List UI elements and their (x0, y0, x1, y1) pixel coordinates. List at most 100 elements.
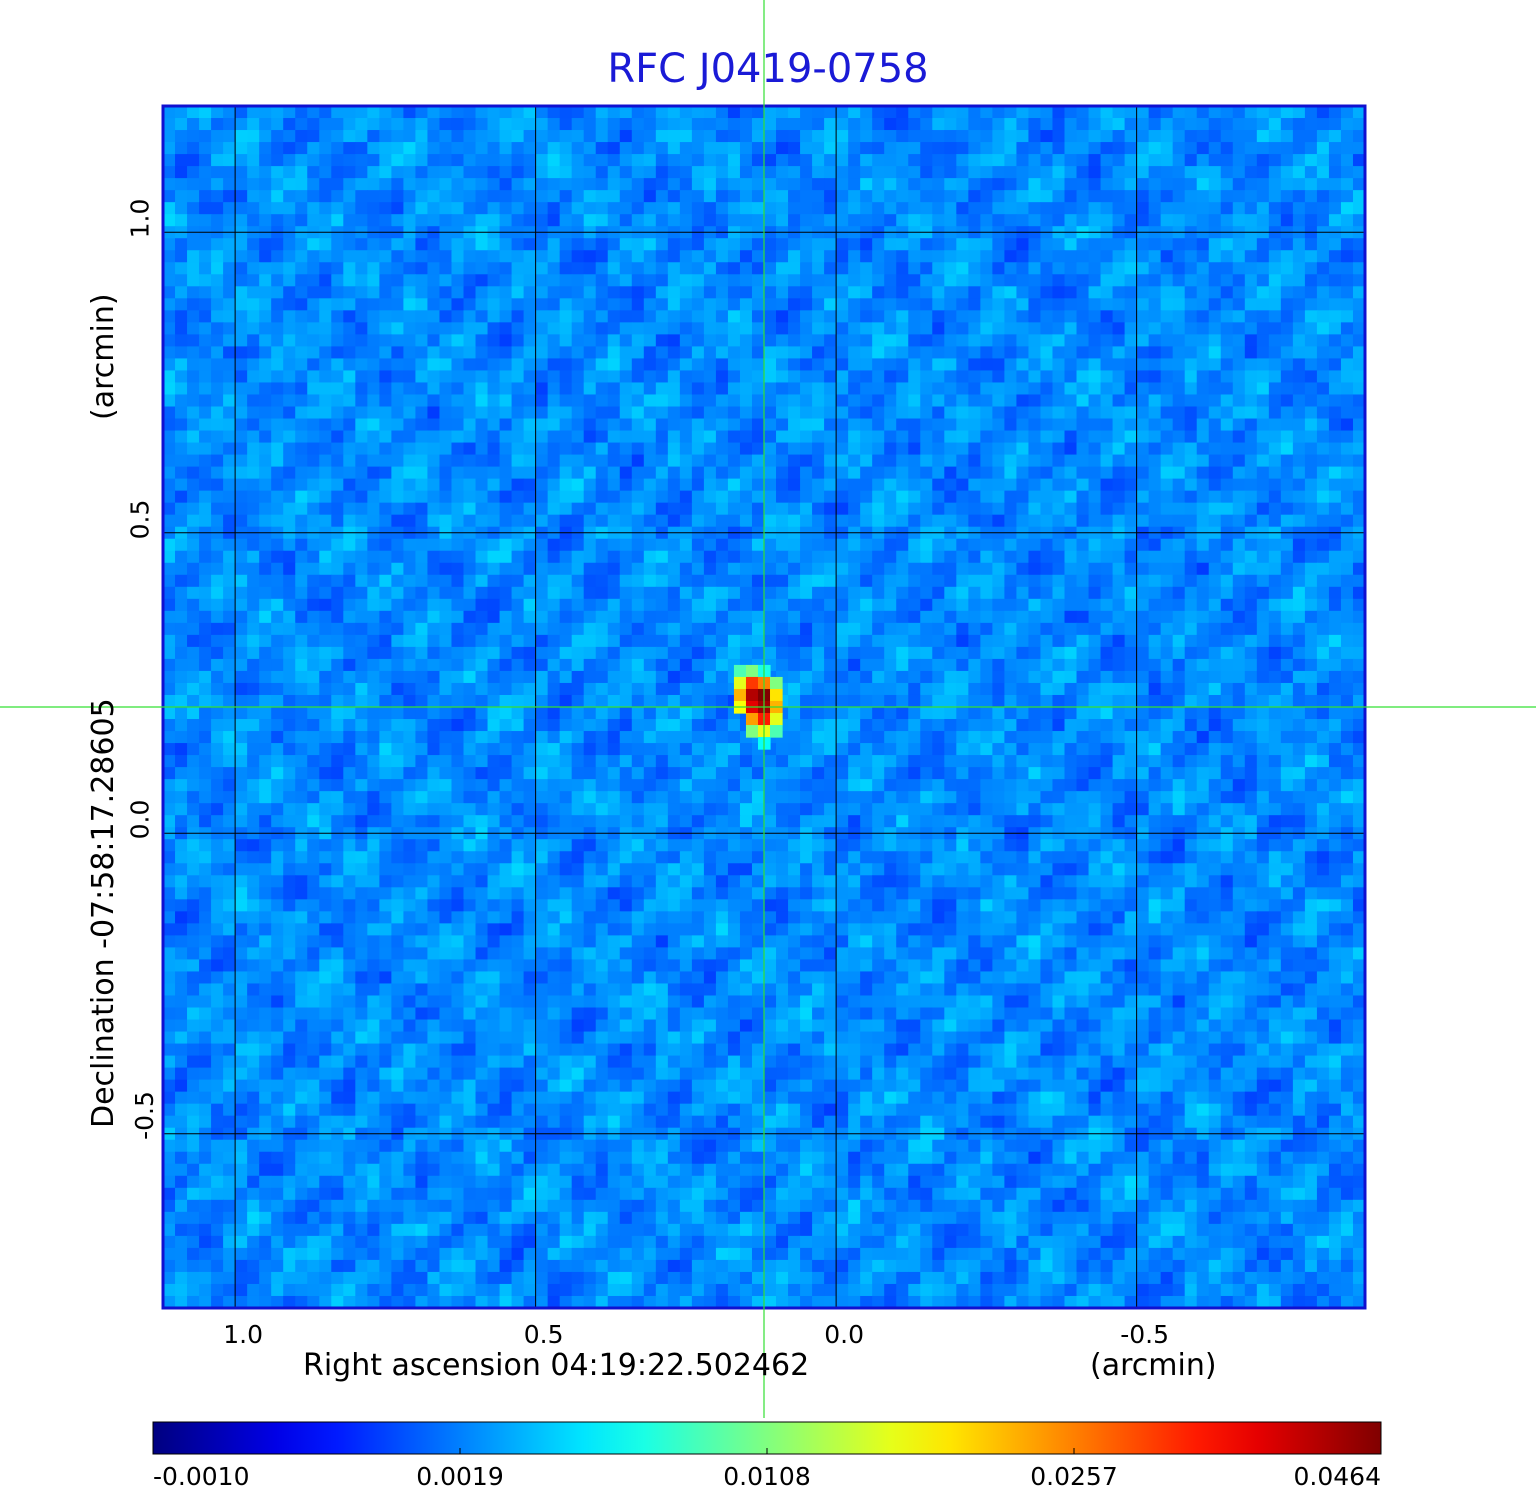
map-pixel (403, 634, 417, 648)
map-pixel (307, 562, 320, 576)
map-pixel (451, 694, 465, 708)
map-pixel (259, 154, 272, 167)
map-pixel (403, 694, 417, 708)
map-pixel (559, 466, 573, 480)
map-pixel (655, 490, 669, 504)
map-pixel (788, 658, 801, 672)
map-pixel (1316, 550, 1330, 564)
map-pixel (619, 562, 633, 576)
map-pixel (379, 466, 392, 480)
map-pixel (956, 370, 969, 384)
map-pixel (1184, 598, 1198, 612)
map-pixel (1136, 514, 1150, 528)
map-pixel (595, 514, 609, 528)
map-pixel (547, 586, 561, 600)
map-pixel (211, 202, 224, 215)
map-pixel (992, 538, 1005, 552)
map-pixel (920, 586, 933, 600)
map-pixel (836, 262, 849, 275)
map-pixel (727, 574, 741, 588)
map-pixel (980, 286, 993, 299)
map-pixel (163, 238, 176, 251)
map-pixel (175, 274, 188, 287)
map-pixel (271, 358, 284, 372)
map-pixel (679, 646, 693, 660)
map-pixel (511, 430, 525, 444)
map-pixel (595, 406, 609, 420)
map-pixel (776, 574, 789, 588)
map-pixel (1304, 166, 1318, 179)
map-pixel (163, 274, 176, 287)
map-pixel (547, 286, 561, 299)
map-pixel (1340, 250, 1354, 263)
map-pixel (1208, 490, 1222, 504)
map-pixel (1064, 130, 1078, 143)
map-pixel (175, 670, 188, 684)
map-pixel (920, 166, 933, 179)
map-pixel (487, 298, 501, 311)
map-pixel (595, 610, 609, 624)
map-pixel (235, 646, 248, 660)
map-pixel (1136, 214, 1150, 227)
map-pixel (475, 250, 489, 263)
map-pixel (583, 202, 597, 215)
map-pixel (920, 286, 933, 299)
map-pixel (619, 550, 633, 564)
map-pixel (1160, 370, 1174, 384)
map-pixel (271, 538, 284, 552)
map-pixel (295, 358, 308, 372)
map-pixel (559, 358, 573, 372)
map-pixel (655, 598, 669, 612)
map-pixel (1316, 166, 1330, 179)
map-pixel (367, 154, 380, 167)
map-pixel (776, 154, 789, 167)
map-pixel (487, 658, 501, 672)
map-pixel (1112, 334, 1126, 347)
map-pixel (451, 142, 465, 155)
map-pixel (703, 490, 717, 504)
map-pixel (499, 622, 513, 636)
map-pixel (1172, 130, 1186, 143)
map-pixel (1016, 154, 1030, 167)
map-pixel (499, 214, 513, 227)
map-pixel (1040, 514, 1054, 528)
map-pixel (379, 274, 392, 287)
map-pixel (1064, 346, 1078, 360)
map-pixel (980, 574, 993, 588)
map-pixel (1088, 514, 1102, 528)
map-pixel (1004, 238, 1018, 251)
map-pixel (475, 406, 489, 420)
map-pixel (187, 370, 200, 384)
map-pixel (1244, 682, 1258, 696)
map-pixel (764, 322, 777, 335)
map-pixel (1244, 466, 1258, 480)
map-pixel (980, 658, 993, 672)
map-pixel (379, 118, 392, 131)
map-pixel (968, 250, 981, 263)
map-pixel (283, 274, 296, 287)
map-pixel (824, 142, 837, 155)
map-pixel (860, 274, 873, 287)
map-pixel (667, 358, 681, 372)
map-pixel (619, 118, 633, 131)
map-pixel (1172, 694, 1186, 708)
map-pixel (679, 190, 693, 203)
map-pixel (1100, 550, 1114, 564)
map-pixel (343, 190, 356, 203)
map-pixel (1316, 274, 1330, 287)
map-pixel (619, 202, 633, 215)
map-pixel (499, 514, 513, 528)
map-pixel (956, 178, 969, 191)
map-pixel (187, 106, 200, 119)
map-pixel (643, 598, 657, 612)
map-pixel (908, 682, 921, 696)
map-pixel (595, 670, 609, 684)
map-pixel (583, 598, 597, 612)
map-pixel (535, 262, 549, 275)
map-pixel (1268, 286, 1282, 299)
map-pixel (1052, 478, 1066, 492)
map-pixel (1256, 598, 1270, 612)
map-pixel (764, 610, 777, 624)
map-pixel (691, 130, 705, 143)
map-pixel (571, 394, 585, 408)
